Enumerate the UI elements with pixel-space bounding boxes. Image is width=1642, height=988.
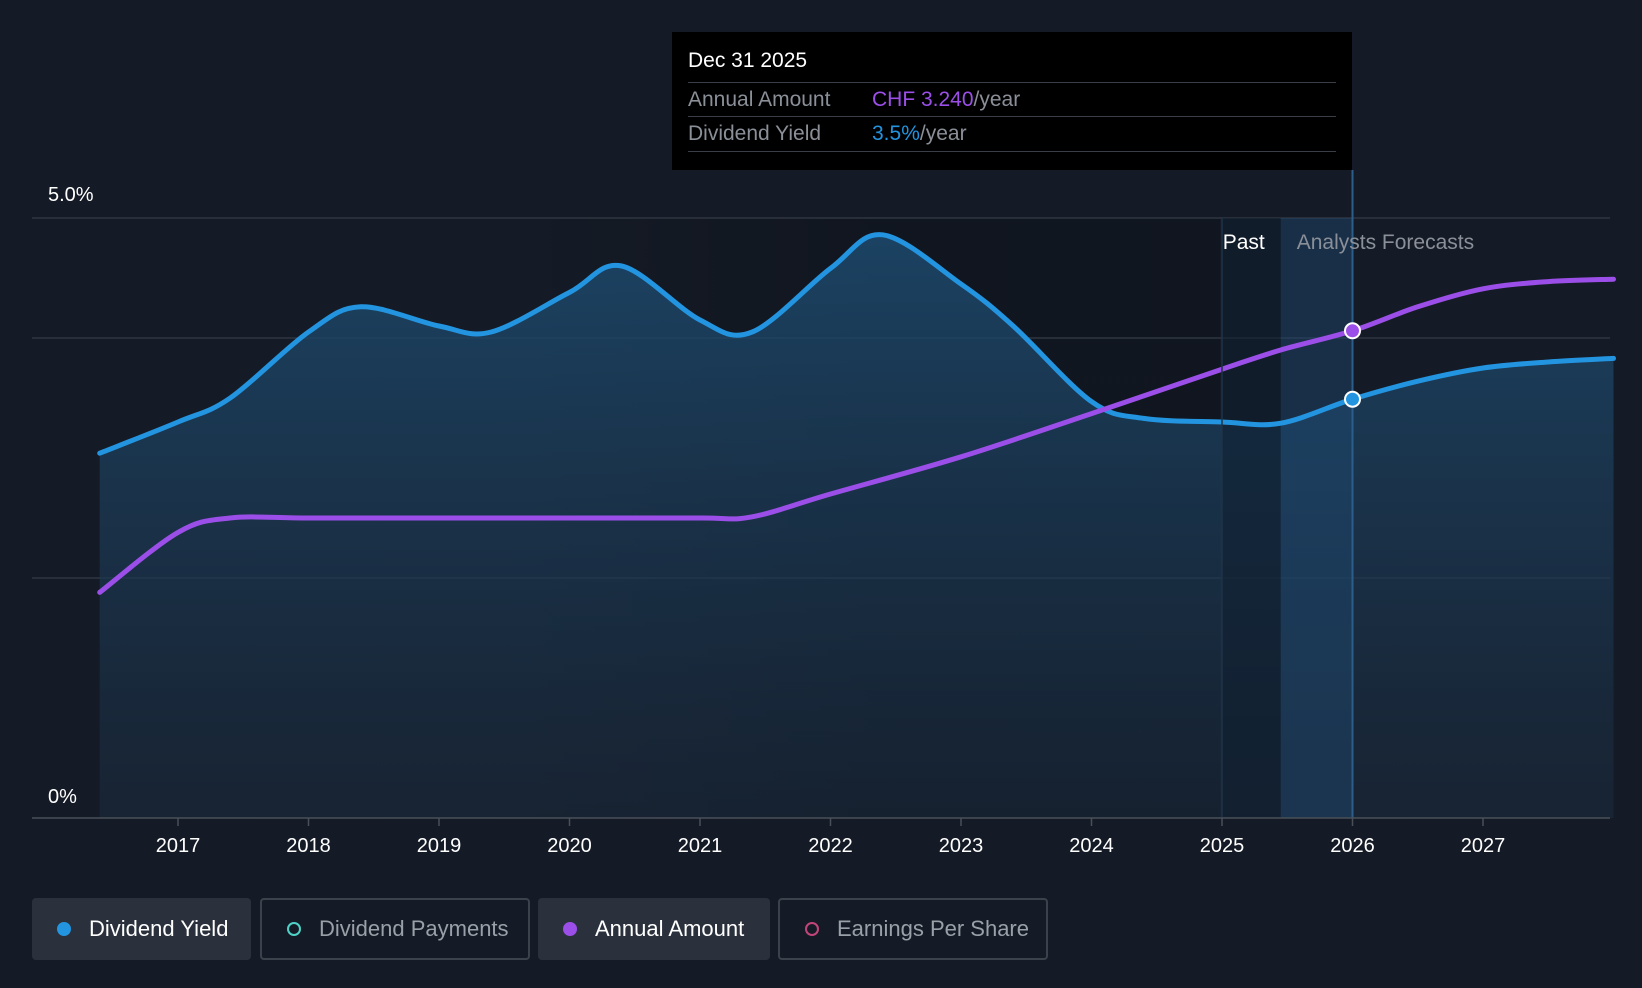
y-tick-label-0: 5.0% bbox=[48, 184, 94, 206]
legend-dividend-yield[interactable]: Dividend Yield bbox=[32, 898, 251, 960]
forecast-band bbox=[1280, 218, 1353, 818]
tooltip-annual-row: Annual Amount CHF 3.240/year bbox=[688, 82, 1336, 117]
legend-annual-amount-label: Annual Amount bbox=[595, 916, 745, 941]
legend-dividend-payments-label: Dividend Payments bbox=[319, 916, 509, 941]
tooltip-annual-label: Annual Amount bbox=[688, 88, 831, 111]
y-axis: 5.0% 0% bbox=[48, 184, 94, 808]
legend-annual-amount[interactable]: Annual Amount bbox=[538, 898, 770, 960]
legend-earnings-per-share[interactable]: Earnings Per Share bbox=[778, 898, 1048, 960]
tooltip-yield-value: 3.5% bbox=[872, 122, 920, 145]
forecast-label: Analysts Forecasts bbox=[1297, 231, 1474, 254]
tooltip-annual-value: CHF 3.240 bbox=[872, 88, 974, 111]
x-tick-label-2020: 2020 bbox=[547, 835, 592, 857]
marker-dividend-yield[interactable] bbox=[1344, 390, 1361, 408]
marker-annual-amount[interactable] bbox=[1344, 322, 1361, 340]
tooltip-date: Dec 31 2025 bbox=[688, 49, 808, 72]
tooltip-yield-suffix: /year bbox=[919, 122, 967, 145]
past-label: Past bbox=[1223, 231, 1265, 254]
x-axis: 2017 2018 2019 2020 2021 2022 2023 2024 2025 2026… bbox=[32, 817, 1610, 857]
legend-dividend-yield-label: Dividend Yield bbox=[89, 916, 229, 941]
tooltip-yield-row: Dividend Yield 3.5%/year bbox=[688, 116, 1336, 152]
x-tick-label-2025: 2025 bbox=[1200, 835, 1245, 857]
y-tick-label-1: 0% bbox=[48, 786, 77, 808]
x-tick-label-2026: 2026 bbox=[1330, 835, 1375, 857]
earnings-per-share-ring-icon bbox=[805, 922, 819, 936]
legend-dividend-payments[interactable]: Dividend Payments bbox=[260, 898, 530, 960]
past-band bbox=[1222, 218, 1281, 818]
x-tick-label-2027: 2027 bbox=[1461, 835, 1506, 857]
hover-tooltip: Dec 31 2025 Annual Amount CHF 3.240/year… bbox=[672, 32, 1352, 170]
legend-earnings-per-share-label: Earnings Per Share bbox=[837, 916, 1029, 941]
x-tick-label-2017: 2017 bbox=[156, 835, 201, 857]
dividend-payments-ring-icon bbox=[287, 922, 301, 936]
x-tick-label-2021: 2021 bbox=[678, 835, 723, 857]
x-tick-label-2019: 2019 bbox=[417, 835, 462, 857]
tooltip-yield-value-wrap: 3.5%/year bbox=[872, 122, 967, 146]
x-tick-label-2023: 2023 bbox=[939, 835, 984, 857]
tooltip-annual-suffix: /year bbox=[973, 88, 1021, 111]
x-tick-label-2024: 2024 bbox=[1069, 835, 1114, 857]
dividend-yield-dot-icon bbox=[57, 922, 71, 936]
tooltip-annual-value-wrap: CHF 3.240/year bbox=[872, 88, 1020, 112]
series-line-annual-amount[interactable] bbox=[97, 276, 1616, 595]
tooltip-yield-label: Dividend Yield bbox=[688, 122, 822, 145]
x-tick-label-2018: 2018 bbox=[286, 835, 331, 857]
x-tick-label-2022: 2022 bbox=[808, 835, 853, 857]
annual-amount-dot-icon bbox=[563, 922, 577, 936]
